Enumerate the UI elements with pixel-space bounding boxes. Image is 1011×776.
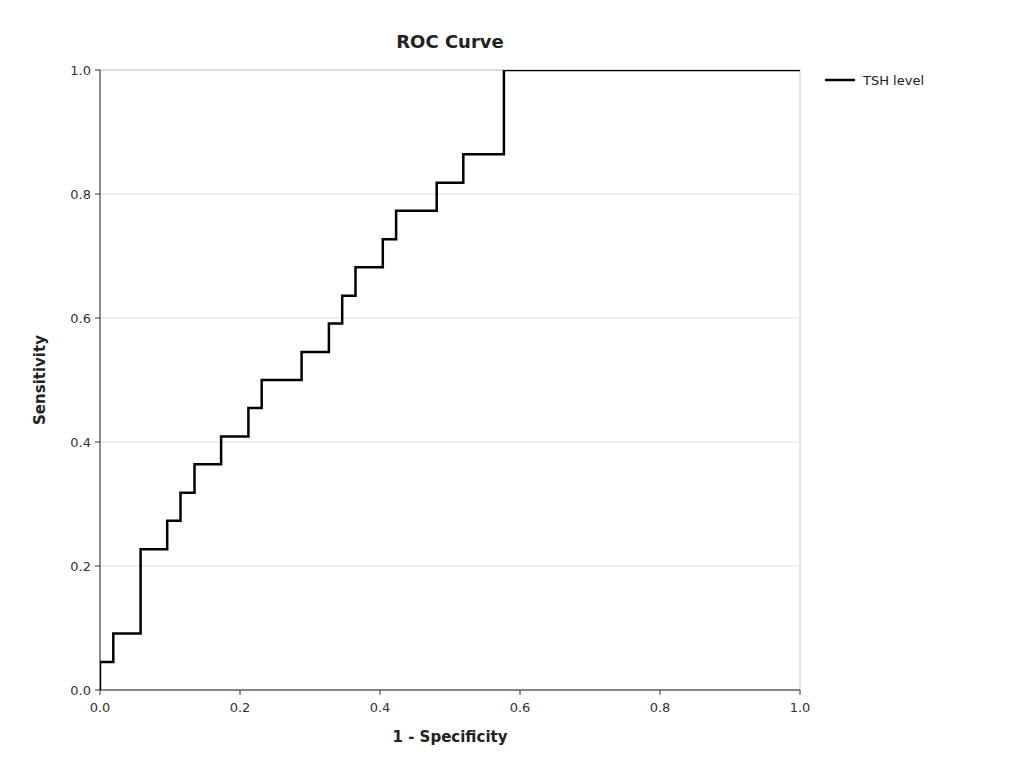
plot-area bbox=[100, 70, 800, 690]
y-tick-label: 0.2 bbox=[70, 559, 91, 574]
legend-label: TSH level bbox=[862, 73, 924, 88]
legend-swatch bbox=[825, 79, 855, 82]
x-tick-label: 0.0 bbox=[90, 700, 111, 715]
y-tick bbox=[95, 318, 100, 319]
y-tick bbox=[95, 70, 100, 71]
y-grid-line bbox=[100, 566, 800, 567]
y-tick bbox=[95, 566, 100, 567]
x-tick bbox=[520, 690, 521, 695]
y-grid-line bbox=[100, 690, 800, 691]
title: ROC Curve bbox=[396, 31, 503, 52]
y-tick-label: 0.0 bbox=[70, 683, 91, 698]
y-tick-label: 0.6 bbox=[70, 311, 91, 326]
x-tick-label: 0.2 bbox=[230, 700, 251, 715]
x-tick-label: 0.6 bbox=[510, 700, 531, 715]
y-grid-line bbox=[100, 194, 800, 195]
y-grid-line bbox=[100, 442, 800, 443]
y-tick-label: 1.0 bbox=[70, 63, 91, 78]
x-axis-label: 1 - Specificity bbox=[393, 728, 508, 746]
y-axis-label: Sensitivity bbox=[31, 335, 49, 425]
x-tick-label: 0.8 bbox=[650, 700, 671, 715]
y-tick-label: 0.8 bbox=[70, 187, 91, 202]
x-tick bbox=[660, 690, 661, 695]
y-tick-label: 0.4 bbox=[70, 435, 91, 450]
x-tick bbox=[800, 690, 801, 695]
y-axis-line bbox=[100, 70, 101, 690]
x-tick bbox=[100, 690, 101, 695]
roc-line bbox=[100, 70, 800, 690]
plot-frame bbox=[100, 70, 800, 690]
axes: 0.0 0.2 0.4 0.6 0.8 1.0 0.0 0.2 0.4 0.6 0.8 1.0 bbox=[70, 63, 810, 716]
y-tick bbox=[95, 442, 100, 443]
x-axis-line bbox=[100, 690, 800, 691]
chart: 0.0 0.2 0.4 0.6 0.8 1.0 0.0 0.2 0.4 0.6 0.8 1.0 ROC … bbox=[0, 0, 1011, 776]
x-tick-label: 1.0 bbox=[790, 700, 811, 715]
grid bbox=[100, 70, 800, 690]
y-tick bbox=[95, 194, 100, 195]
legend: TSH level bbox=[825, 73, 924, 88]
x-tick bbox=[240, 690, 241, 695]
y-tick bbox=[95, 690, 100, 691]
x-tick-label: 0.4 bbox=[370, 700, 391, 715]
y-grid-line bbox=[100, 318, 800, 319]
x-tick bbox=[380, 690, 381, 695]
